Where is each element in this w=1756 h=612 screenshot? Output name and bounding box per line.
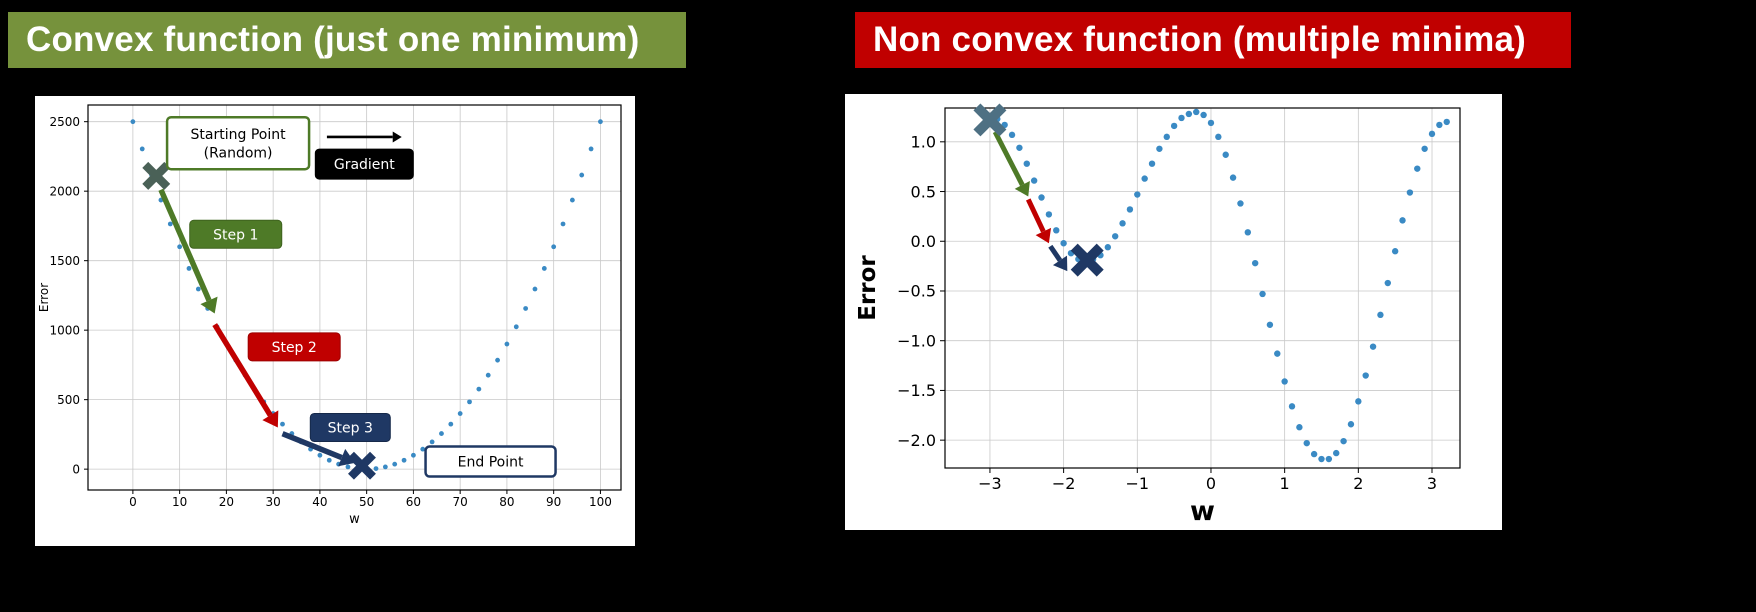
- y-axis-label: Error: [855, 255, 881, 321]
- convex-chart-card: 0 10 20 30 40 50 60 70 80 90 100 0 500 1000 1500 2000 25…: [35, 96, 635, 546]
- annotation-box: [189, 219, 283, 249]
- convex-title-bar: Convex function (just one minimum): [8, 12, 686, 68]
- svg-text:−1: −1: [1125, 474, 1149, 493]
- svg-text:30: 30: [266, 495, 281, 509]
- svg-text:−2: −2: [1052, 474, 1076, 493]
- y-axis-label: Error: [37, 283, 51, 312]
- end-marker: [1070, 243, 1104, 277]
- annotation-text: Gradient: [334, 157, 395, 173]
- svg-text:40: 40: [312, 495, 327, 509]
- scatter-points: [986, 108, 1450, 463]
- start-marker: [973, 103, 1007, 137]
- start-marker: [142, 161, 171, 190]
- svg-text:90: 90: [546, 495, 561, 509]
- svg-text:2: 2: [1353, 474, 1363, 493]
- svg-text:80: 80: [499, 495, 514, 509]
- svg-text:0: 0: [1206, 474, 1216, 493]
- svg-text:100: 100: [589, 495, 612, 509]
- svg-text:1: 1: [1280, 474, 1290, 493]
- annotation-box: [309, 412, 391, 442]
- annotation-text: Starting Point: [191, 127, 287, 143]
- svg-text:1500: 1500: [49, 254, 80, 268]
- plot-border: [944, 107, 1461, 469]
- nonconvex-chart: −3 −2 −1 0 1 2 3 1.0 0.5 0.0 −0.5 −1.0 −1.5 −2.0 w Erro…: [855, 103, 1461, 527]
- annotation-box: [247, 332, 341, 362]
- svg-text:−1.5: −1.5: [897, 381, 936, 400]
- svg-text:−1.0: −1.0: [897, 331, 936, 350]
- svg-text:0.0: 0.0: [911, 232, 936, 251]
- svg-text:1000: 1000: [49, 323, 80, 337]
- svg-text:2000: 2000: [49, 184, 80, 198]
- step-3-arrow: [1048, 244, 1068, 272]
- annotation-text: Step 1: [213, 227, 258, 243]
- svg-text:50: 50: [359, 495, 374, 509]
- annotation-box: [165, 115, 311, 171]
- grid: [945, 108, 1460, 468]
- x-axis-label: w: [1190, 496, 1215, 527]
- step-3-arrow: [281, 431, 355, 467]
- convex-title-text: Convex function (just one minimum): [26, 20, 640, 59]
- svg-text:−2.0: −2.0: [897, 431, 936, 450]
- svg-text:1.0: 1.0: [911, 133, 936, 152]
- gradient-arrow: [326, 131, 402, 143]
- svg-text:0: 0: [72, 462, 80, 476]
- svg-text:0: 0: [129, 495, 137, 509]
- ticks: [84, 121, 601, 494]
- annotation-text: Step 2: [272, 340, 317, 356]
- svg-text:−3: −3: [978, 474, 1002, 493]
- svg-text:60: 60: [406, 495, 421, 509]
- step-2-arrow: [212, 323, 279, 428]
- end-marker: [348, 451, 376, 480]
- svg-text:−0.5: −0.5: [897, 282, 936, 301]
- svg-text:70: 70: [453, 495, 468, 509]
- svg-text:0.5: 0.5: [911, 182, 936, 201]
- step-2-arrow: [1025, 198, 1052, 244]
- svg-text:10: 10: [172, 495, 187, 509]
- nonconvex-title-bar: Non convex function (multiple minima): [855, 12, 1571, 68]
- annotation-box: [314, 148, 414, 180]
- annotation-text: (Random): [204, 145, 273, 161]
- step-1-arrow: [992, 130, 1030, 197]
- nonconvex-title-text: Non convex function (multiple minima): [873, 20, 1526, 59]
- svg-text:3: 3: [1427, 474, 1437, 493]
- svg-text:2500: 2500: [49, 115, 80, 129]
- ticks: [940, 141, 1433, 473]
- convex-chart: 0 10 20 30 40 50 60 70 80 90 100050010001500200025…: [37, 104, 622, 527]
- annotation-text: Step 3: [328, 420, 373, 436]
- x-axis-label: w: [349, 512, 360, 527]
- annotation-text: End Point: [458, 455, 524, 471]
- svg-text:500: 500: [57, 393, 80, 407]
- step-1-arrow: [158, 188, 218, 314]
- plot-border: [87, 104, 622, 491]
- annotation-box: [424, 445, 557, 478]
- nonconvex-chart-card: −3 −2 −1 0 1 2 3 1.0 0.5 0.0 −0.5 −1.0 −1.5 −2.0 w Erro…: [845, 94, 1502, 530]
- svg-text:20: 20: [219, 495, 234, 509]
